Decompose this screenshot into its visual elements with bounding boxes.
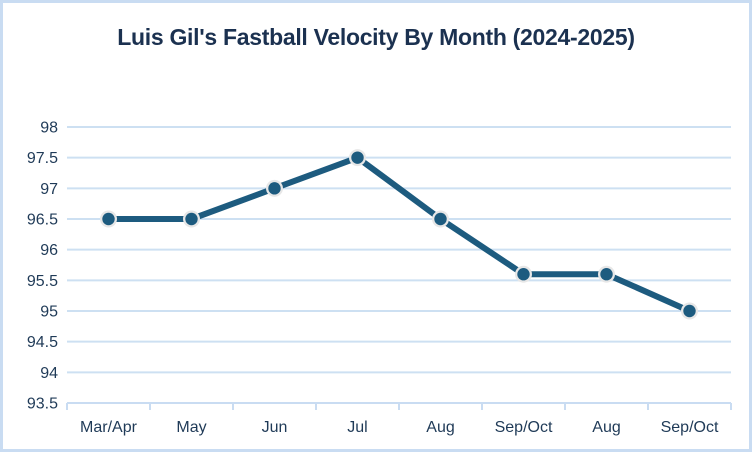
y-axis-tick-label: 97 — [40, 181, 58, 198]
x-axis-category-label: Aug — [426, 419, 454, 436]
chart-title-text: Luis Gil's Fastball Velocity By Month (2… — [117, 24, 635, 50]
y-axis-tick-label: 95.5 — [27, 273, 58, 290]
y-axis-tick-label: 95 — [40, 304, 58, 321]
y-axis-tick-label: 96 — [40, 242, 58, 259]
x-axis-category-label: Sep/Oct — [661, 419, 719, 436]
x-axis-category-label: May — [176, 419, 206, 436]
y-axis-tick-label: 94 — [40, 365, 58, 382]
y-axis-tick-label: 97.5 — [27, 150, 58, 167]
x-axis-category-label: Mar/Apr — [80, 419, 138, 436]
data-point — [185, 212, 198, 226]
x-axis-category-label: Aug — [592, 419, 620, 436]
data-point — [600, 268, 613, 281]
y-axis-tick-label: 94.5 — [27, 334, 58, 351]
data-point — [268, 182, 281, 195]
data-point — [102, 212, 115, 226]
chart-title: Luis Gil's Fastball Velocity By Month (2… — [3, 17, 749, 57]
data-point — [434, 212, 447, 226]
x-axis-category-label: Sep/Oct — [495, 419, 553, 436]
line-chart-plot: 98 97.5 97 96.5 96 95.5 95 94.5 94 93.5 Mar/Apr May… — [27, 120, 732, 436]
y-axis-tick-label: 98 — [40, 120, 58, 137]
data-point — [683, 304, 696, 318]
x-axis-category-label: Jul — [347, 419, 367, 436]
data-point — [351, 151, 364, 164]
data-point — [517, 268, 530, 281]
series-line — [105, 154, 693, 314]
y-axis-tick-label: 96.5 — [27, 212, 58, 229]
y-axis-tick-label: 93.5 — [27, 396, 58, 413]
x-axis-category-label: Jun — [262, 419, 288, 436]
